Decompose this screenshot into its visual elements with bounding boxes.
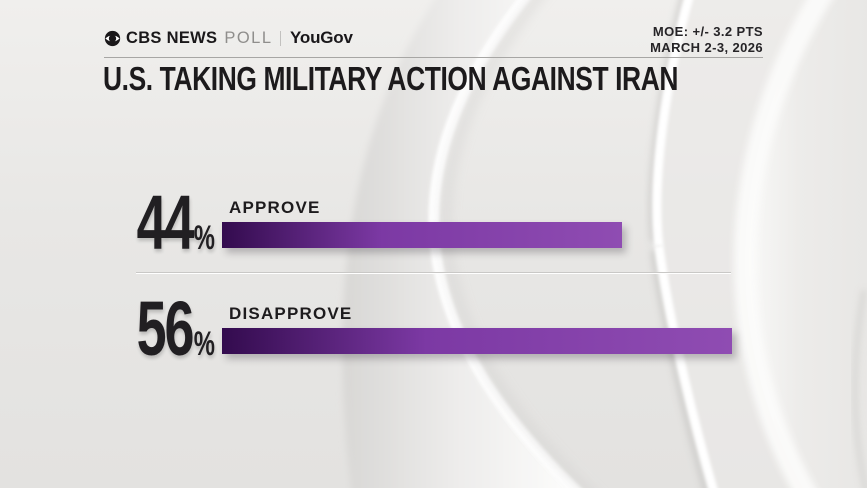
brand-yougov: YouGov [290,28,353,47]
disapprove-bar [222,328,732,354]
approve-label: APPROVE [229,198,321,217]
disapprove-percent-sign: % [193,325,215,363]
cbs-eye-icon [104,30,121,46]
disapprove-value: 56 % [136,286,215,372]
moe-line: MOE: +/- 3.2 PTS [652,24,763,39]
approve-bar [222,222,623,248]
disapprove-number: 56 [136,286,195,372]
margin-of-error: MOE: +/- 3.2 PTS MARCH 2-3, 2026 [650,24,763,56]
brand-cbs-news: CBS NEWS [126,28,218,47]
approve-number: 44 [136,180,195,266]
page-title: U.S. TAKING MILITARY ACTION AGAINST IRAN [103,60,679,97]
brand-poll: POLL [224,28,273,47]
rows-divider [136,272,731,274]
disapprove-label: DISAPPROVE [229,304,353,323]
poll-date: MARCH 2-3, 2026 [650,40,763,55]
brand-lockup: CBS NEWS POLL YouGov [104,28,353,48]
header-rule [104,57,763,58]
approve-value: 44 % [136,180,215,266]
brand-divider [279,30,282,46]
approve-percent-sign: % [193,219,215,257]
